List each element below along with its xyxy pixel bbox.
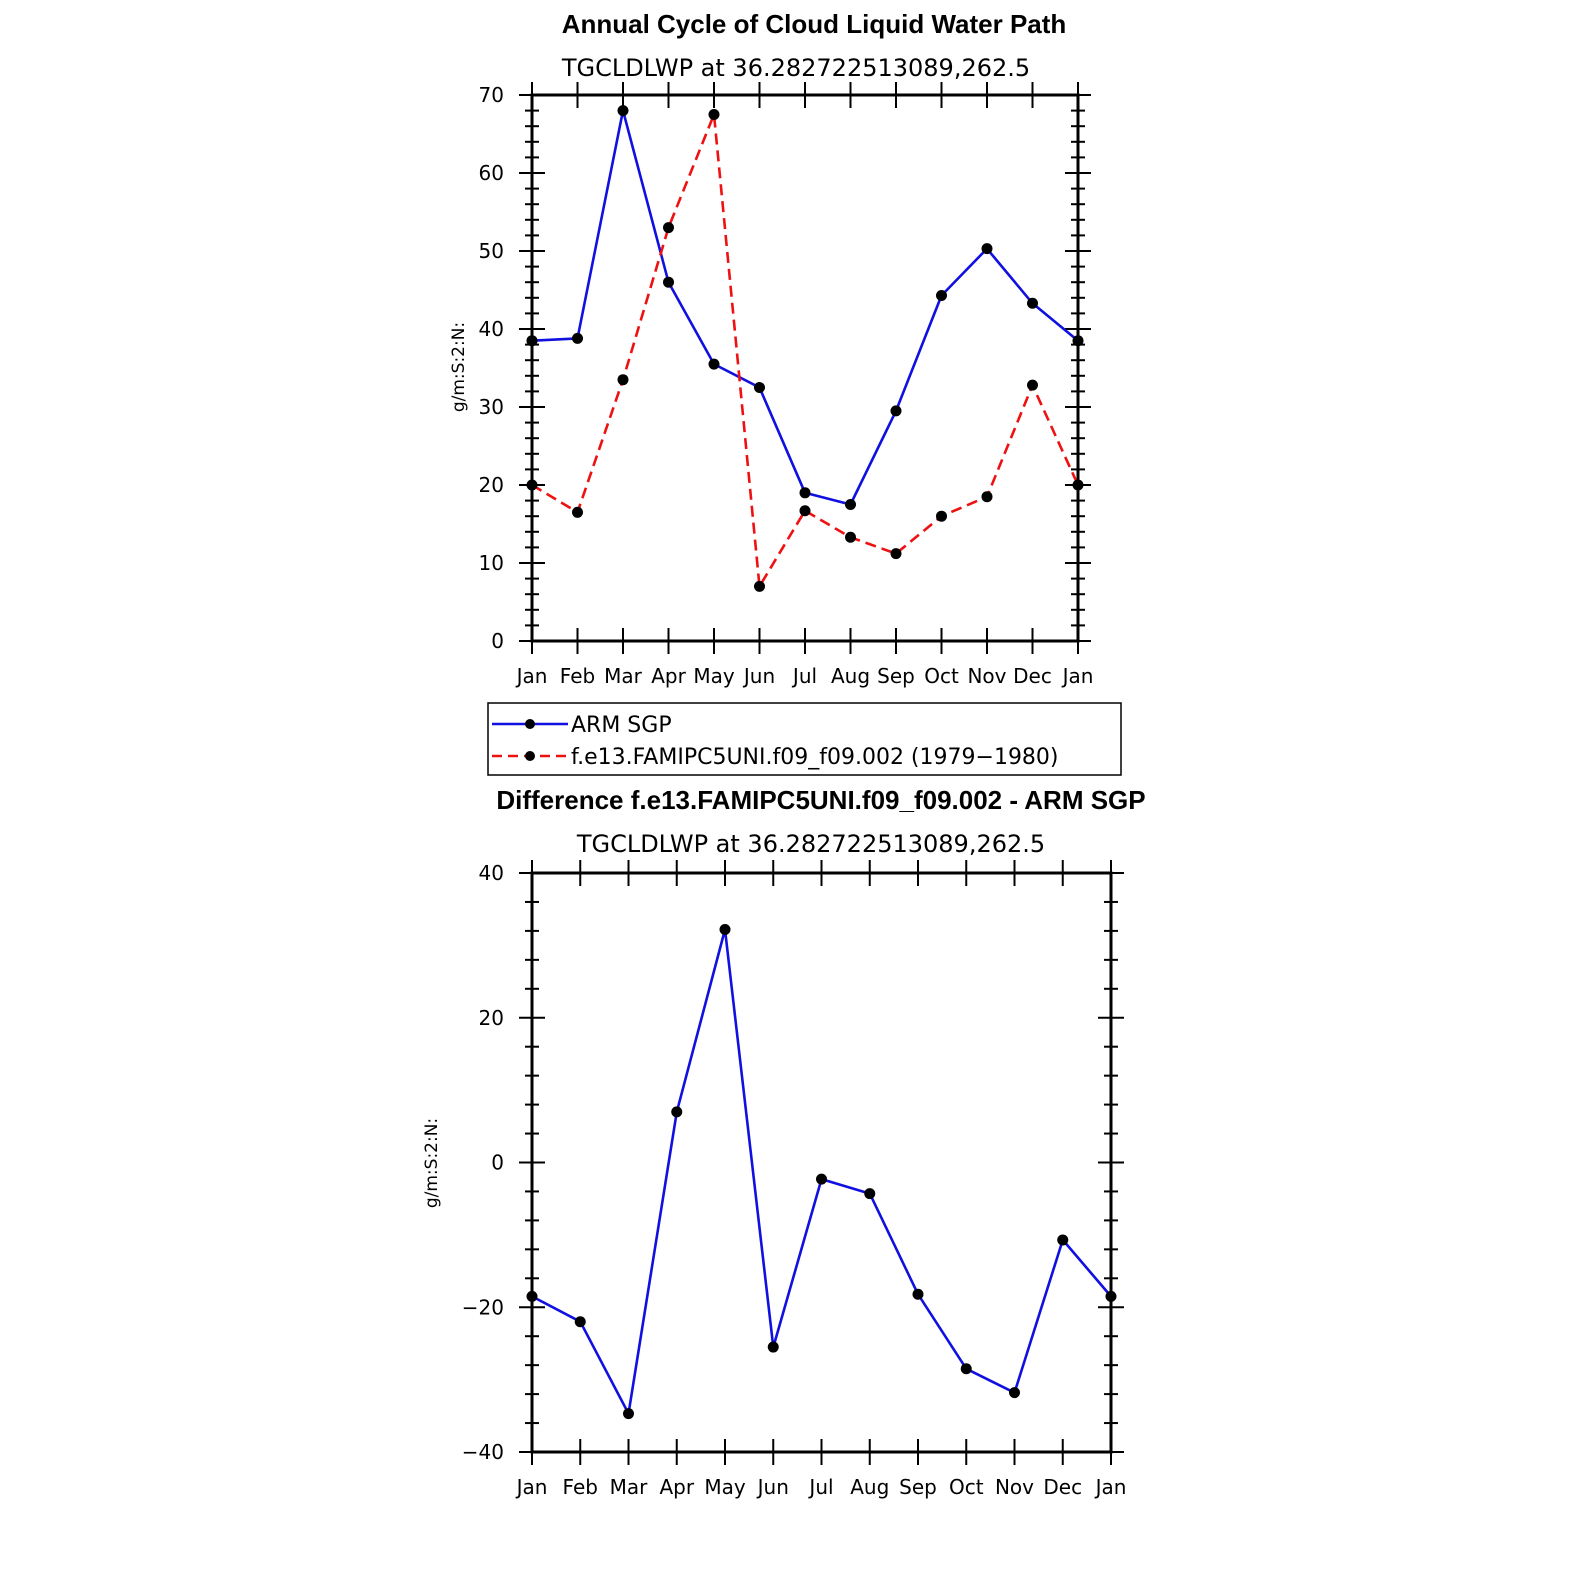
legend: ARM SGP f.e13.FAMIPC5UNI.f09_f09.002 (19… <box>487 702 1122 776</box>
chart1-ylabel: g/m:S:2:N: <box>449 322 469 412</box>
chart2-series-0-point <box>912 1288 924 1300</box>
chart1-series-1-point <box>708 109 720 120</box>
x-tick-label: Feb <box>560 664 595 688</box>
y-tick-label: 0 <box>491 629 504 653</box>
chart1-series-0-point <box>890 405 902 417</box>
chart1-series-1-point <box>572 506 583 518</box>
chart1-series-1-point <box>799 505 811 517</box>
chart1-series-1-point <box>890 548 902 560</box>
x-tick-label: Jun <box>742 664 775 688</box>
annual-cycle-chart: Annual Cycle of Cloud Liquid Water Path … <box>449 9 1093 688</box>
chart2-series-0-point <box>864 1188 876 1200</box>
chart1-series-0-point <box>572 332 583 344</box>
chart2-title: Difference f.e13.FAMIPC5UNI.f09_f09.002 … <box>496 785 1145 815</box>
x-tick-label: Jul <box>807 1475 833 1499</box>
chart1-subtitle: TGCLDLWP at 36.282722513089,262.5 <box>561 54 1030 82</box>
x-tick-label: Aug <box>850 1475 889 1499</box>
legend-marker-arm-sgp <box>525 719 535 729</box>
difference-chart: Difference f.e13.FAMIPC5UNI.f09_f09.002 … <box>422 785 1146 1499</box>
x-tick-label: Mar <box>610 1475 649 1499</box>
x-tick-label: Nov <box>967 664 1006 688</box>
y-tick-label: −40 <box>462 1440 504 1464</box>
chart1-series-0-point <box>845 499 856 510</box>
chart1-series-0-point <box>708 358 720 370</box>
chart1-series-1-point <box>981 491 993 503</box>
x-tick-label: Jan <box>1061 664 1094 688</box>
chart1-series-1-point <box>1072 479 1084 491</box>
chart1-series-1-point <box>845 531 856 543</box>
legend-label-arm-sgp: ARM SGP <box>571 713 672 738</box>
chart1-series-0-point <box>1027 297 1038 309</box>
chart2-subtitle: TGCLDLWP at 36.282722513089,262.5 <box>576 830 1045 858</box>
x-tick-label: Jan <box>515 1475 548 1499</box>
chart2-series-0-point <box>767 1341 779 1353</box>
chart1-series-0-point <box>799 487 811 499</box>
chart2-series-0-point <box>816 1173 827 1185</box>
chart2-series-0-point <box>1009 1387 1020 1399</box>
chart2-series-0-point <box>574 1316 586 1328</box>
chart1-series-0-point <box>617 105 629 117</box>
x-tick-label: Jul <box>791 664 817 688</box>
chart1-series-1-point <box>526 479 538 491</box>
y-tick-label: 40 <box>479 317 504 341</box>
chart1-series-0-point <box>1072 335 1084 347</box>
x-tick-label: Apr <box>659 1475 694 1499</box>
x-tick-label: Oct <box>924 664 959 688</box>
x-tick-label: Jan <box>1094 1475 1127 1499</box>
legend-label-model: f.e13.FAMIPC5UNI.f09_f09.002 (1979−1980) <box>571 745 1059 770</box>
chart2-series-0-point <box>1057 1234 1069 1246</box>
legend-marker-model <box>525 751 535 761</box>
chart2-series-0-point <box>719 923 731 935</box>
x-tick-label: Dec <box>1013 664 1052 688</box>
x-tick-label: May <box>704 1475 746 1499</box>
chart2-series-line-0 <box>531 928 1112 1415</box>
x-tick-label: Jan <box>515 664 548 688</box>
x-tick-label: Nov <box>995 1475 1034 1499</box>
y-tick-label: 20 <box>479 473 504 497</box>
y-tick-label: 60 <box>479 161 504 185</box>
x-tick-label: May <box>693 664 735 688</box>
x-tick-label: Jun <box>756 1475 789 1499</box>
x-tick-label: Sep <box>877 664 915 688</box>
y-tick-label: −20 <box>462 1295 504 1319</box>
x-tick-label: Dec <box>1043 1475 1082 1499</box>
chart1-series-1-point <box>617 374 629 386</box>
chart2-series-0-point <box>671 1106 683 1118</box>
legend-box <box>487 702 1122 776</box>
chart2-series-0-point <box>960 1363 972 1375</box>
chart1-plot-frame <box>530 93 1080 643</box>
x-tick-label: Oct <box>949 1475 984 1499</box>
x-tick-label: Feb <box>563 1475 598 1499</box>
chart1-series-1-point <box>663 222 674 234</box>
chart1-series-0-point <box>936 289 947 301</box>
y-tick-label: 20 <box>479 1006 504 1030</box>
chart1-series-0-point <box>754 382 765 393</box>
x-tick-label: Mar <box>604 664 643 688</box>
chart1-series-1-point <box>754 580 765 592</box>
chart1-series-0-point <box>663 276 674 288</box>
y-tick-label: 10 <box>479 551 504 575</box>
x-tick-label: Aug <box>831 664 870 688</box>
y-tick-label: 30 <box>479 395 504 419</box>
x-tick-label: Sep <box>899 1475 937 1499</box>
chart1-series-1-point <box>936 510 947 522</box>
chart2-ylabel: g/m:S:2:N: <box>422 1118 442 1208</box>
y-tick-label: 70 <box>479 83 504 107</box>
y-tick-label: 40 <box>479 861 504 885</box>
chart2-series-0-point <box>623 1408 634 1420</box>
chart1-series-line-0 <box>531 109 1079 506</box>
x-tick-label: Apr <box>651 664 686 688</box>
chart1-series-0-point <box>526 335 538 347</box>
chart1-series-0-point <box>981 243 993 255</box>
chart2-series-0-point <box>526 1290 538 1302</box>
y-tick-label: 0 <box>491 1151 504 1175</box>
chart1-series-1-point <box>1027 379 1038 391</box>
chart2-series-0-point <box>1105 1290 1117 1302</box>
chart1-title: Annual Cycle of Cloud Liquid Water Path <box>562 9 1067 39</box>
y-tick-label: 50 <box>479 239 504 263</box>
